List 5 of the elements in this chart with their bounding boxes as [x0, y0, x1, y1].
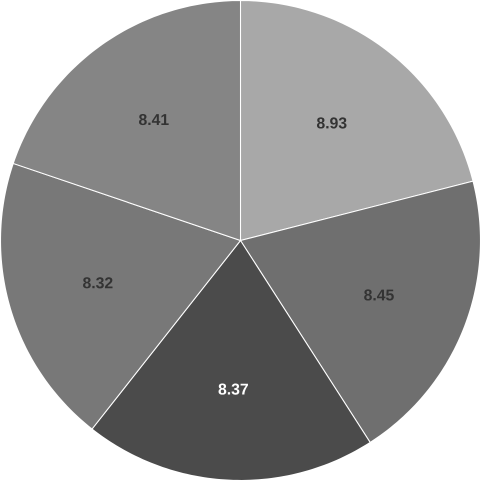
- data-label: 8.32: [83, 277, 113, 288]
- data-label: 8.41: [138, 114, 169, 126]
- data-label: 8.45: [364, 289, 394, 301]
- data-label: 8.93: [316, 117, 347, 129]
- data-label: 8.37: [218, 384, 248, 395]
